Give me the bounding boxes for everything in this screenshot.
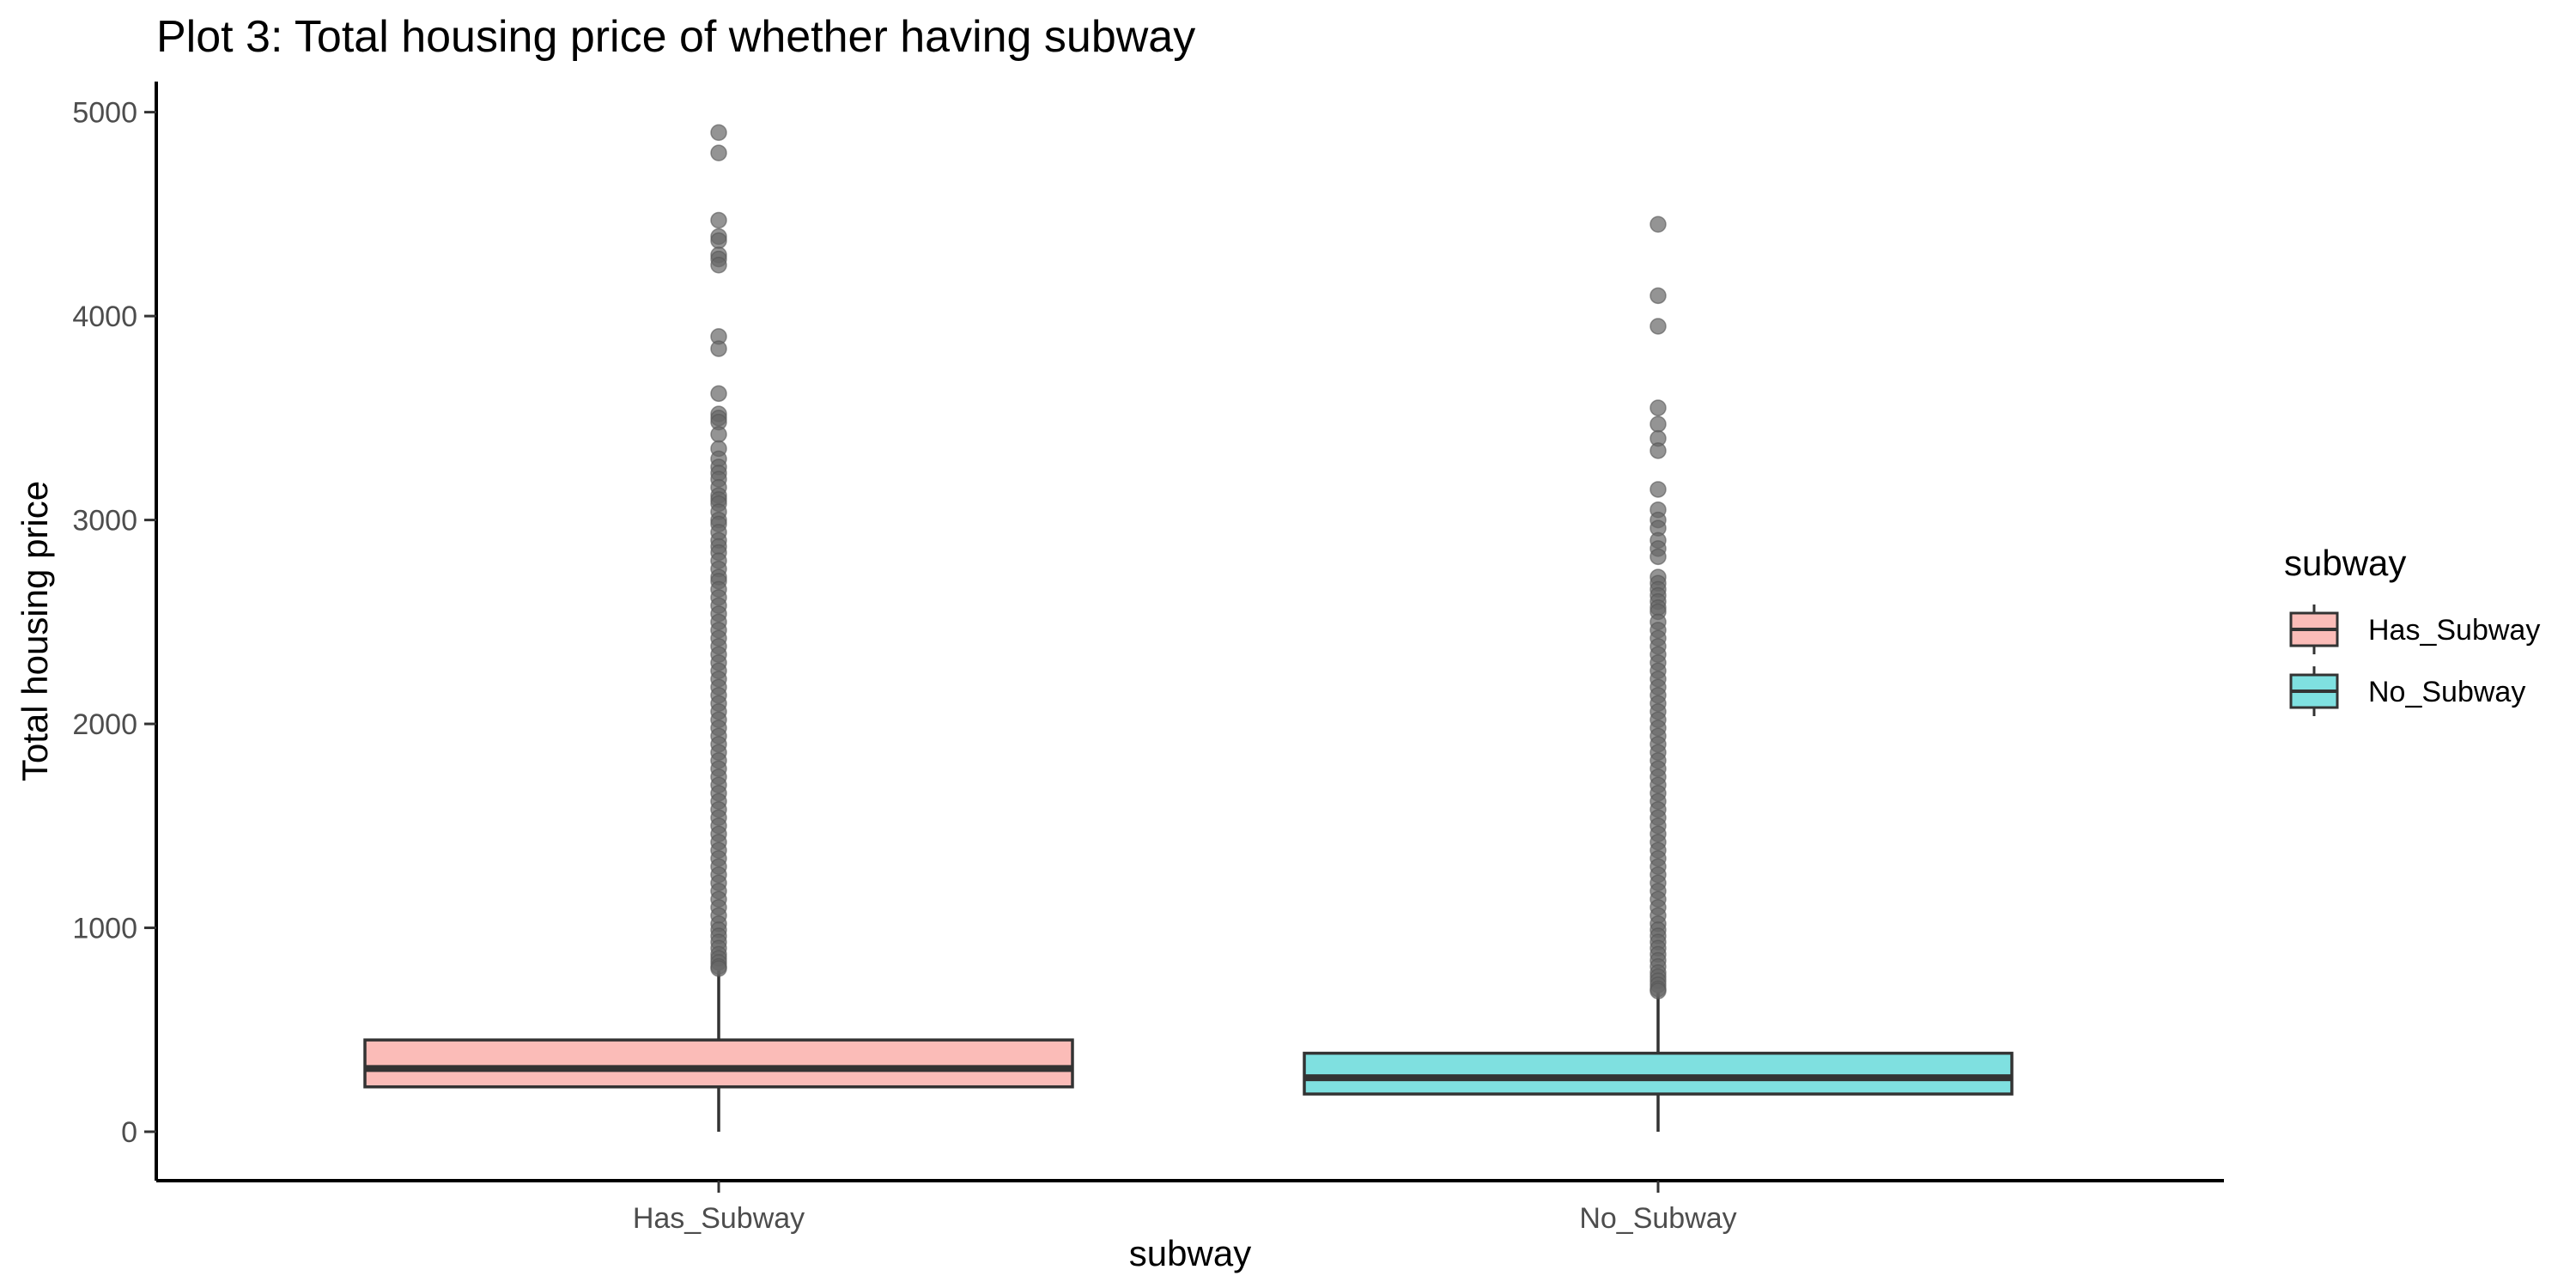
- iqr-box: [1303, 1051, 2014, 1096]
- box-no-subway: [1303, 993, 2014, 1133]
- x-axis: Has_Subway No_Subway: [156, 1179, 2224, 1235]
- outlier-point: [1649, 982, 1667, 999]
- outlier-point: [710, 144, 727, 161]
- outliers-no-subway: [1649, 216, 1667, 999]
- chart-title: Plot 3: Total housing price of whether h…: [156, 12, 1195, 62]
- y-tick-label: 5000: [72, 97, 137, 130]
- outliers-has-subway: [710, 124, 727, 977]
- outlier-points-group: [710, 124, 1667, 999]
- legend-item-no-subway: No_Subway: [2289, 666, 2525, 716]
- outlier-point: [710, 124, 727, 142]
- y-tick-label: 2000: [72, 708, 137, 741]
- outlier-point: [710, 256, 727, 274]
- box-has-subway: [363, 970, 1074, 1133]
- outlier-point: [710, 960, 727, 977]
- outlier-point: [710, 232, 727, 249]
- y-tick-label: 0: [121, 1116, 137, 1149]
- legend-label: Has_Subway: [2368, 614, 2540, 647]
- iqr-box: [363, 1038, 1074, 1089]
- outlier-point: [710, 426, 727, 443]
- legend-item-has-subway: Has_Subway: [2289, 605, 2540, 654]
- outlier-point: [710, 385, 727, 403]
- x-tick-label: No_Subway: [1579, 1202, 1736, 1235]
- outlier-point: [710, 340, 727, 357]
- outlier-point: [1649, 399, 1667, 416]
- outlier-point: [710, 211, 727, 229]
- y-axis: 0 1000 2000 3000 4000 5000: [72, 82, 158, 1181]
- outlier-point: [1649, 548, 1667, 566]
- outlier-point: [1649, 442, 1667, 459]
- legend: subway Has_Subway No_Subway: [2284, 543, 2540, 716]
- outlier-point: [1649, 416, 1667, 433]
- outlier-point: [1649, 216, 1667, 233]
- y-tick-label: 4000: [72, 301, 137, 333]
- y-axis-title: Total housing price: [15, 481, 55, 781]
- x-tick-label: Has_Subway: [633, 1202, 805, 1235]
- outlier-point: [1649, 287, 1667, 305]
- legend-title: subway: [2284, 543, 2406, 583]
- box-series-group: [363, 970, 2014, 1133]
- y-tick-label: 1000: [72, 913, 137, 945]
- y-tick-label: 3000: [72, 505, 137, 538]
- x-axis-title: subway: [1129, 1233, 1251, 1273]
- legend-label: No_Subway: [2368, 676, 2525, 708]
- outlier-point: [1649, 318, 1667, 335]
- outlier-point: [1649, 481, 1667, 498]
